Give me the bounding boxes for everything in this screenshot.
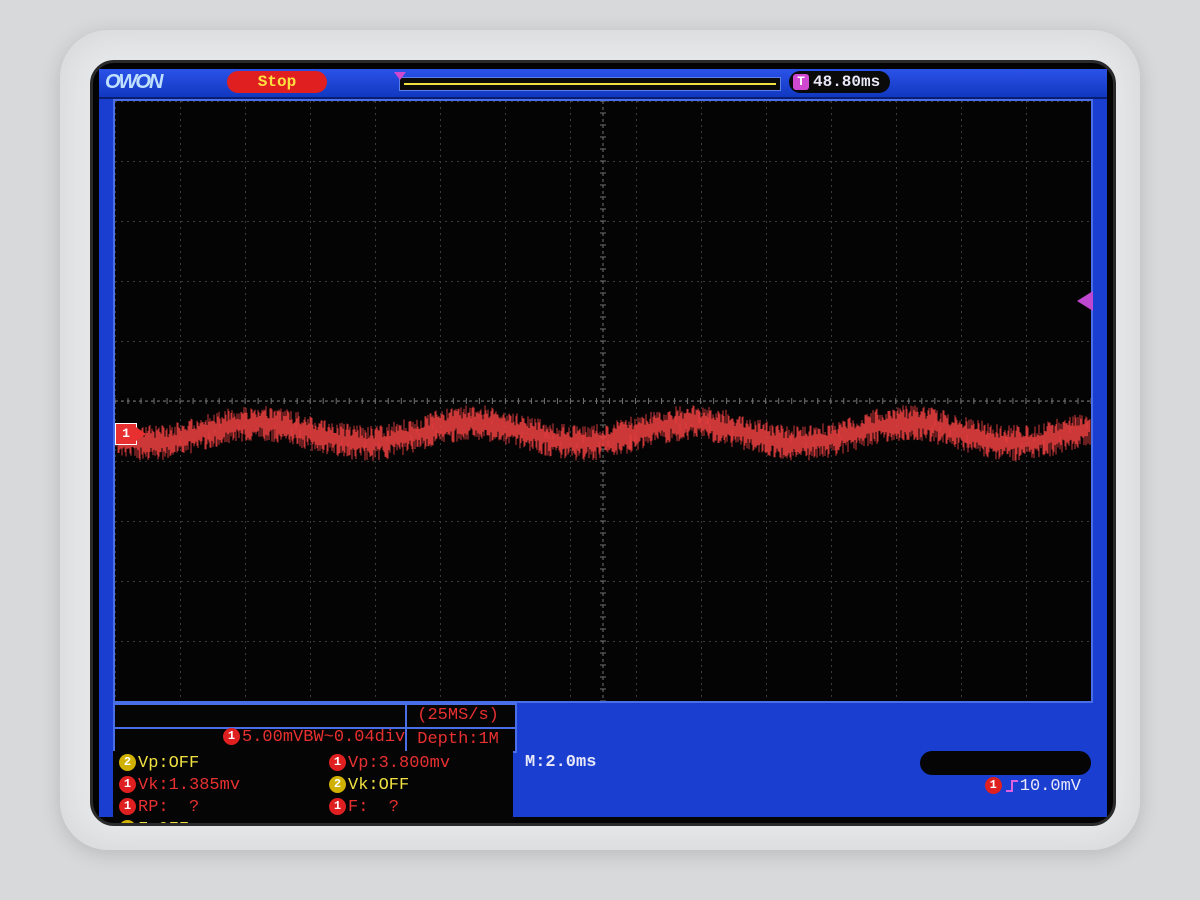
measurement-ch-badge-icon: 1 — [119, 776, 136, 793]
top-bar: OWON Stop T48.80ms — [99, 69, 1107, 99]
waveform-plot: 1 — [113, 99, 1093, 703]
measurement-label: Vk:OFF — [348, 776, 409, 795]
measurement-ch-badge-icon: 2 — [329, 776, 346, 793]
horizontal-offset-value: 48.80ms — [813, 73, 880, 91]
run-state-indicator: Stop — [227, 71, 327, 93]
measurement-cell: 2Vp:OFF — [119, 753, 329, 775]
measurement-label: Vp:OFF — [138, 754, 199, 773]
brand-logo: OWON — [105, 71, 161, 94]
trigger-source-badge-icon: 1 — [985, 777, 1002, 794]
trigger-t-icon: T — [793, 74, 809, 90]
measurement-cell: 1Vk:1.385mv — [119, 775, 329, 797]
trigger-position-marker-icon — [394, 72, 406, 80]
measurement-ch-badge-icon: 2 — [119, 754, 136, 771]
trigger-level-value: 10.0mV — [1020, 777, 1081, 796]
measurement-cell: 1F: ? — [329, 797, 519, 819]
rising-edge-icon — [1004, 778, 1020, 794]
measurement-label: F: ? — [348, 798, 399, 817]
measurement-ch-badge-icon: 2 — [119, 820, 136, 826]
channel-info-panel: 15.00mVBW~0.04div (25MS/s) 21V~ -0.04div… — [113, 703, 517, 753]
trigger-readout: 110.0mV — [920, 751, 1091, 775]
measurement-label: Vk:1.385mv — [138, 776, 240, 795]
measurement-label: RP: ? — [138, 798, 199, 817]
screen-frame: OWON Stop T48.80ms 1 15.00mVBW~0.04div — [90, 60, 1116, 826]
measurement-label: F:OFF — [138, 820, 189, 826]
sample-rate-text: (25MS/s) — [407, 705, 509, 727]
memory-overview-bar — [399, 77, 781, 91]
mem-depth-text: Depth:1M — [407, 729, 509, 751]
measurement-cell: 1Vp:3.800mv — [329, 753, 519, 775]
measurements-panel: 2Vp:OFF1Vp:3.800mv1Vk:1.385mv2Vk:OFF1RP:… — [113, 751, 513, 826]
oscilloscope-screen: OWON Stop T48.80ms 1 15.00mVBW~0.04div — [99, 69, 1107, 817]
measurement-ch-badge-icon: 1 — [119, 798, 136, 815]
measurement-cell: 2Vk:OFF — [329, 775, 519, 797]
timebase-readout: M:2.0ms — [525, 753, 596, 772]
horizontal-offset-readout: T48.80ms — [789, 71, 890, 93]
memory-overview-line — [404, 83, 776, 85]
measurement-label: Vp:3.800mv — [348, 754, 450, 773]
measurement-ch-badge-icon: 1 — [329, 754, 346, 771]
measurement-cell: 2F:OFF — [119, 819, 329, 826]
measurement-ch-badge-icon: 1 — [329, 798, 346, 815]
waveform-svg — [115, 101, 1091, 701]
ch1-ground-marker: 1 — [115, 423, 137, 445]
measurement-cell: 1RP: ? — [119, 797, 329, 819]
channel-row-2: 21V~ -0.04div Depth:1M — [115, 729, 515, 751]
channel-row-1: 15.00mVBW~0.04div (25MS/s) — [115, 705, 515, 729]
trigger-level-arrow-icon — [1077, 291, 1093, 311]
